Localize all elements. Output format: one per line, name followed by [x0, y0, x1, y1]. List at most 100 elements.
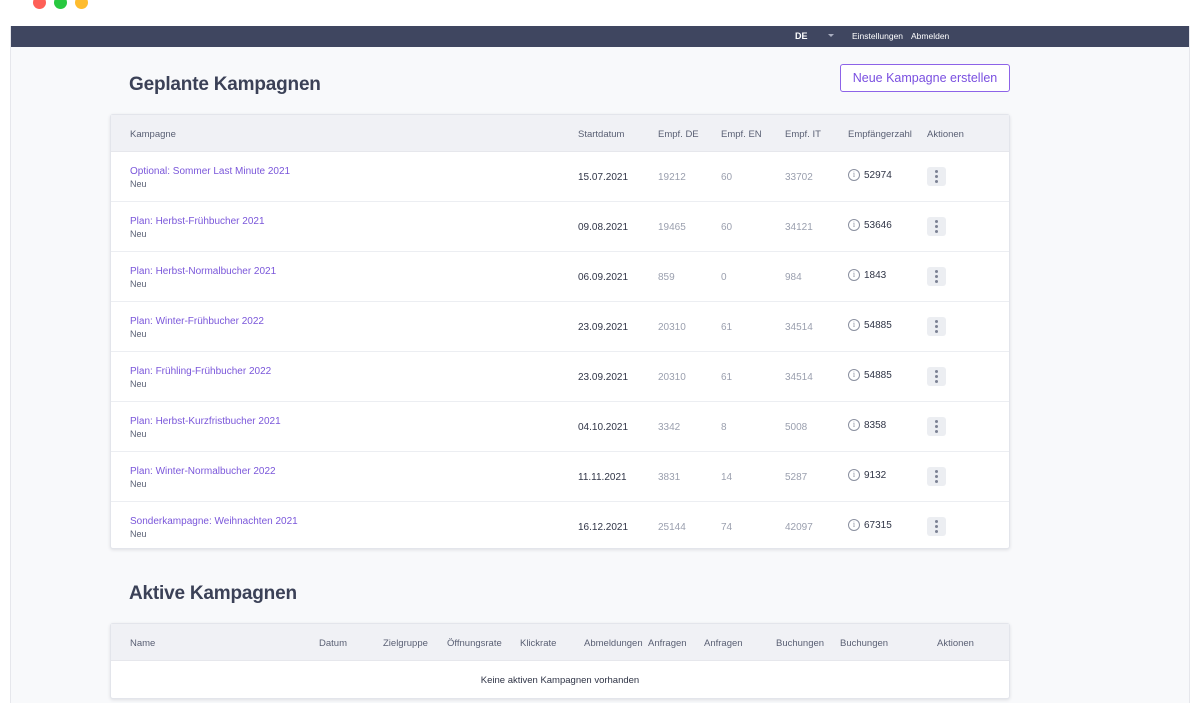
column-header-inquiries[interactable]: Anfragen	[648, 638, 687, 649]
column-header-recipients-en[interactable]: Empf. EN	[721, 129, 762, 140]
info-circle-icon[interactable]: i	[848, 519, 860, 531]
kebab-menu-icon[interactable]	[927, 367, 946, 386]
info-circle-icon[interactable]: i	[848, 219, 860, 231]
recipients-it: 5008	[785, 422, 808, 433]
kebab-menu-icon[interactable]	[927, 517, 946, 536]
recipient-count: i 54885	[848, 319, 892, 331]
info-circle-icon[interactable]: i	[848, 169, 860, 181]
column-header-bookings[interactable]: Buchungen	[776, 638, 825, 649]
campaign-name-link[interactable]: Plan: Herbst-Frühbucher 2021	[130, 216, 265, 227]
column-header-click-rate[interactable]: Klickrate	[520, 638, 557, 649]
campaign-status: Neu	[130, 329, 147, 339]
kebab-menu-icon[interactable]	[927, 317, 946, 336]
campaign-name-link[interactable]: Plan: Winter-Frühbucher 2022	[130, 316, 264, 327]
kebab-menu-icon[interactable]	[927, 217, 946, 236]
recipient-count-value: 52974	[864, 169, 892, 181]
planned-campaigns-title: Geplante Kampagnen	[129, 74, 321, 95]
start-date: 23.09.2021	[578, 322, 629, 333]
info-circle-icon[interactable]: i	[848, 419, 860, 431]
info-circle-icon[interactable]: i	[848, 369, 860, 381]
app-window: DE Einstellungen Abmelden Geplante Kampa…	[10, 26, 1190, 703]
column-header-audience[interactable]: Zielgruppe	[383, 638, 428, 649]
campaign-status: Neu	[130, 379, 147, 389]
recipient-count-value: 54885	[864, 319, 892, 331]
recipients-de: 20310	[658, 372, 686, 383]
column-header-inquiries-2[interactable]: Anfragen	[704, 638, 743, 649]
column-header-campaign[interactable]: Kampagne	[130, 129, 176, 140]
column-header-start-date[interactable]: Startdatum	[578, 129, 625, 140]
table-header: Kampagne Startdatum Empf. DE Empf. EN Em…	[111, 115, 1009, 152]
table-row[interactable]: Plan: Herbst-Kurzfristbucher 2021 Neu 04…	[111, 402, 1009, 452]
column-header-open-rate[interactable]: Öffnungsrate	[447, 638, 502, 649]
empty-state-message: Keine aktiven Kampagnen vorhanden	[480, 675, 640, 686]
recipient-count: i 9132	[848, 469, 886, 481]
recipients-en: 0	[721, 272, 727, 283]
campaign-status: Neu	[130, 179, 147, 189]
table-row[interactable]: Plan: Winter-Normalbucher 2022 Neu 11.11…	[111, 452, 1009, 502]
column-header-recipients-it[interactable]: Empf. IT	[785, 129, 821, 140]
start-date: 23.09.2021	[578, 372, 629, 383]
recipients-it: 984	[785, 272, 802, 283]
planned-campaigns-table: Kampagne Startdatum Empf. DE Empf. EN Em…	[110, 114, 1010, 549]
campaign-name-link[interactable]: Plan: Herbst-Kurzfristbucher 2021	[130, 416, 281, 427]
start-date: 09.08.2021	[578, 222, 629, 233]
recipients-de: 19465	[658, 222, 686, 233]
table-row[interactable]: Optional: Sommer Last Minute 2021 Neu 15…	[111, 152, 1009, 202]
column-header-recipient-count[interactable]: Empfängerzahl	[848, 129, 912, 140]
recipient-count-value: 67315	[864, 519, 892, 531]
start-date: 06.09.2021	[578, 272, 629, 283]
settings-link[interactable]: Einstellungen	[852, 31, 904, 41]
recipients-de: 859	[658, 272, 675, 283]
start-date: 15.07.2021	[578, 172, 629, 183]
column-header-name[interactable]: Name	[130, 638, 156, 649]
kebab-menu-icon[interactable]	[927, 417, 946, 436]
table-row[interactable]: Plan: Frühling-Frühbucher 2022 Neu 23.09…	[111, 352, 1009, 402]
table-row[interactable]: Plan: Herbst-Frühbucher 2021 Neu 09.08.2…	[111, 202, 1009, 252]
recipient-count-value: 1843	[864, 269, 887, 281]
table-row[interactable]: Plan: Winter-Frühbucher 2022 Neu 23.09.2…	[111, 302, 1009, 352]
info-circle-icon[interactable]: i	[848, 469, 860, 481]
language-selector[interactable]: DE	[795, 31, 808, 41]
campaign-name-link[interactable]: Plan: Winter-Normalbucher 2022	[130, 466, 276, 477]
table-row[interactable]: Plan: Herbst-Normalbucher 2021 Neu 06.09…	[111, 252, 1009, 302]
campaign-name-link[interactable]: Plan: Herbst-Normalbucher 2021	[130, 266, 277, 277]
recipients-it: 5287	[785, 472, 808, 483]
start-date: 11.11.2021	[578, 472, 627, 483]
recipients-en: 61	[721, 322, 733, 333]
recipients-en: 8	[721, 422, 727, 433]
table-header: Name Datum Zielgruppe Öffnungsrate Klick…	[111, 624, 1009, 661]
create-campaign-button[interactable]: Neue Kampagne erstellen	[840, 64, 1010, 92]
window-chrome	[0, 0, 1200, 26]
info-circle-icon[interactable]: i	[848, 269, 860, 281]
campaign-name-link[interactable]: Plan: Frühling-Frühbucher 2022	[130, 366, 272, 377]
start-date: 04.10.2021	[578, 422, 629, 433]
column-header-bookings-2[interactable]: Buchungen	[840, 638, 889, 649]
maximize-window-icon[interactable]	[54, 0, 67, 9]
recipients-en: 74	[721, 522, 733, 533]
column-header-date[interactable]: Datum	[319, 638, 347, 649]
info-circle-icon[interactable]: i	[848, 319, 860, 331]
campaign-name-link[interactable]: Sonderkampagne: Weihnachten 2021	[130, 516, 298, 527]
start-date: 16.12.2021	[578, 522, 629, 533]
close-window-icon[interactable]	[33, 0, 46, 9]
recipient-count: i 1843	[848, 269, 886, 281]
kebab-menu-icon[interactable]	[927, 267, 946, 286]
recipient-count: i 8358	[848, 419, 886, 431]
recipients-en: 14	[721, 472, 733, 483]
table-row[interactable]: Sonderkampagne: Weihnachten 2021 Neu 16.…	[111, 502, 1009, 552]
recipients-it: 34121	[785, 222, 813, 233]
recipients-de: 3831	[658, 472, 681, 483]
kebab-menu-icon[interactable]	[927, 467, 946, 486]
column-header-unsubscribes[interactable]: Abmeldungen	[584, 638, 643, 649]
recipients-de: 19212	[658, 172, 686, 183]
column-header-recipients-de[interactable]: Empf. DE	[658, 129, 699, 140]
campaign-status: Neu	[130, 429, 147, 439]
recipients-it: 33702	[785, 172, 813, 183]
logout-link[interactable]: Abmelden	[911, 31, 950, 41]
minimize-window-icon[interactable]	[75, 0, 88, 9]
active-campaigns-table: Name Datum Zielgruppe Öffnungsrate Klick…	[110, 623, 1010, 699]
recipient-count: i 54885	[848, 369, 892, 381]
kebab-menu-icon[interactable]	[927, 167, 946, 186]
campaign-name-link[interactable]: Optional: Sommer Last Minute 2021	[130, 166, 291, 177]
chevron-down-icon[interactable]	[828, 34, 834, 37]
